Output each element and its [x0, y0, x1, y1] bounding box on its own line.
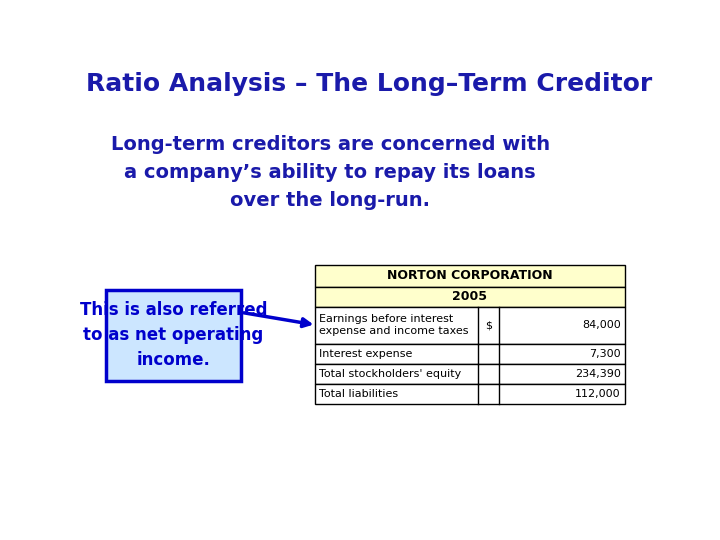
Bar	[315, 265, 625, 287]
Text: 84,000: 84,000	[582, 320, 621, 330]
Text: $: $	[485, 320, 492, 330]
Text: 234,390: 234,390	[575, 369, 621, 379]
Text: 112,000: 112,000	[575, 389, 621, 399]
Text: Earnings before interest
expense and income taxes: Earnings before interest expense and inc…	[319, 314, 468, 336]
Bar	[315, 383, 625, 403]
Text: Total liabilities: Total liabilities	[319, 389, 397, 399]
Text: NORTON CORPORATION: NORTON CORPORATION	[387, 269, 552, 282]
Text: Interest expense: Interest expense	[319, 348, 412, 359]
Bar	[315, 287, 625, 307]
Text: 2005: 2005	[452, 290, 487, 303]
Bar	[315, 363, 625, 383]
Text: Long-term creditors are concerned with
a company’s ability to repay its loans
ov: Long-term creditors are concerned with a…	[111, 135, 550, 210]
Text: Total stockholders' equity: Total stockholders' equity	[319, 369, 461, 379]
Bar	[315, 343, 625, 363]
Text: Ratio Analysis – The Long–Term Creditor: Ratio Analysis – The Long–Term Creditor	[86, 72, 652, 96]
Bar	[106, 289, 241, 381]
Text: 7,300: 7,300	[589, 348, 621, 359]
Text: This is also referred
to as net operating
income.: This is also referred to as net operatin…	[80, 301, 267, 369]
Bar	[315, 307, 625, 343]
